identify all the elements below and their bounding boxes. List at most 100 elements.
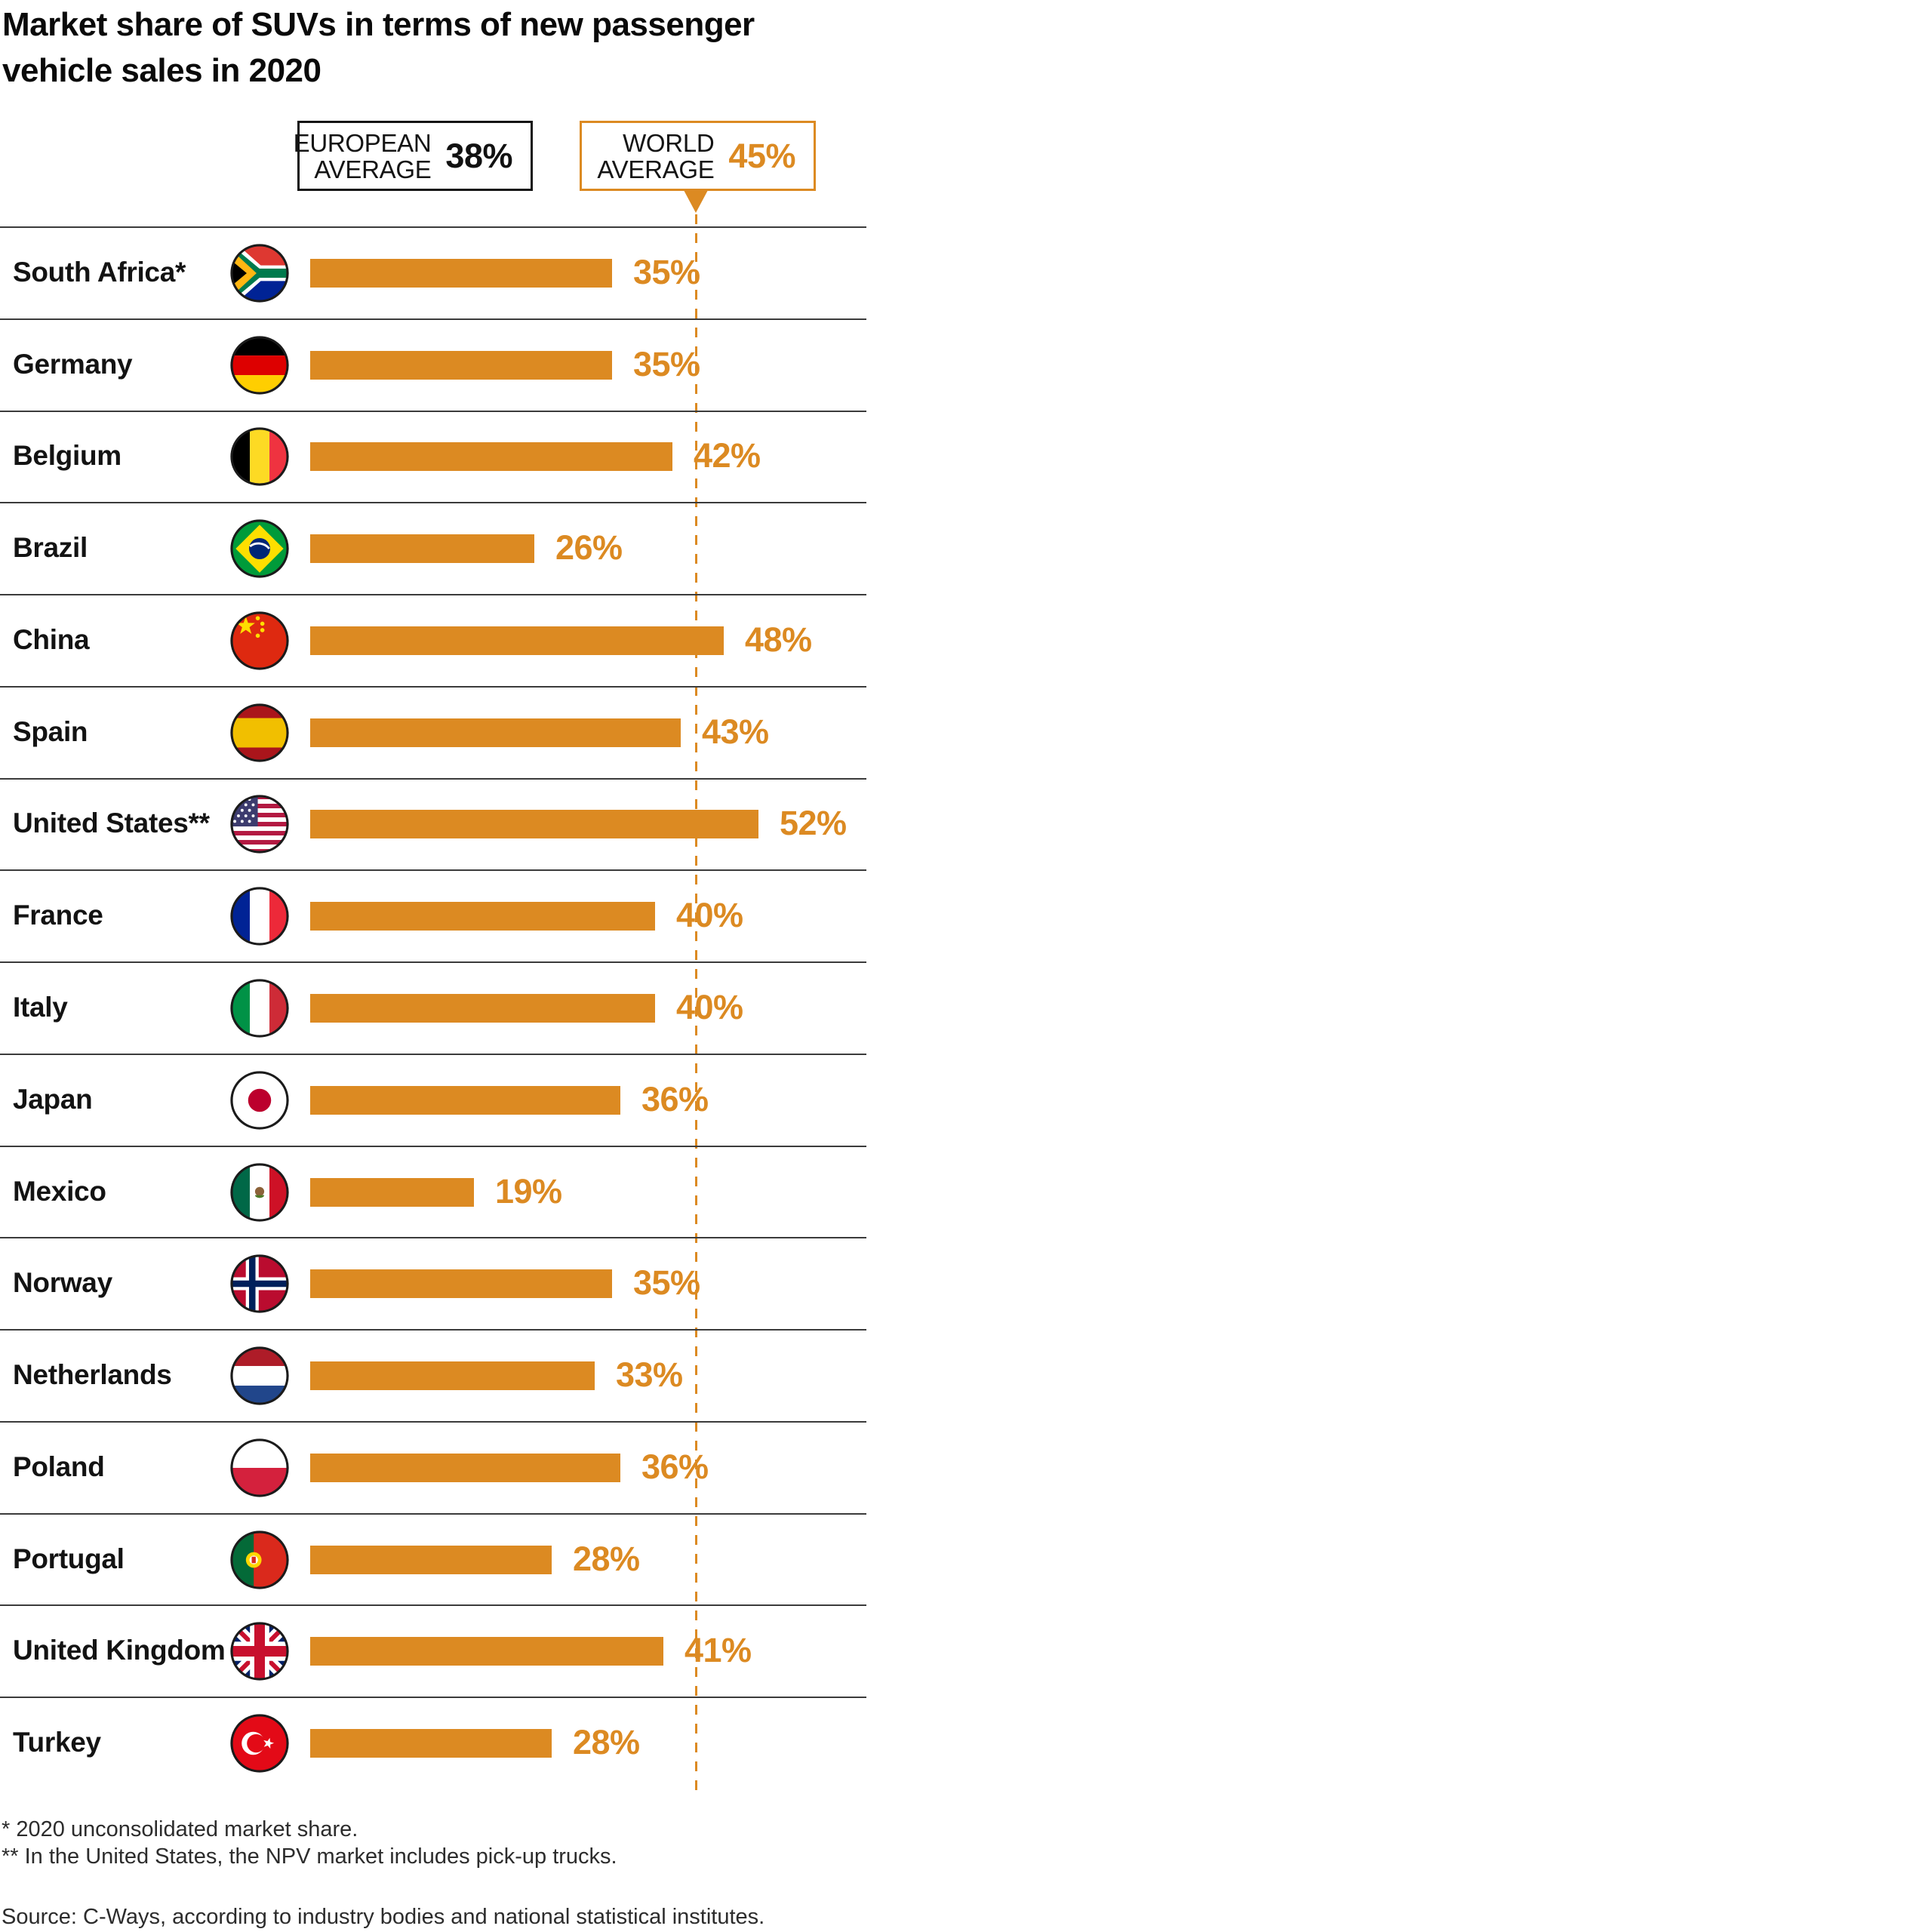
- world-average-pointer-triangle-icon: [684, 190, 708, 213]
- table-row: Norway 35%: [0, 1237, 866, 1329]
- value-label: 35%: [633, 344, 700, 383]
- table-row: Netherlands 33%: [0, 1329, 866, 1421]
- footnote-1: * 2020 unconsolidated market share.: [2, 1817, 358, 1841]
- european-average-label-line1: EUROPEAN: [293, 128, 432, 157]
- country-label: Brazil: [13, 532, 88, 564]
- value-label: 41%: [685, 1631, 752, 1670]
- table-row: South Africa* 35%: [0, 226, 866, 318]
- country-label: Turkey: [13, 1727, 101, 1758]
- country-label: Germany: [13, 348, 133, 380]
- value-label: 35%: [633, 252, 700, 291]
- world-average-box: WORLD AVERAGE 45%: [580, 121, 816, 191]
- france-flag-icon: [230, 887, 289, 946]
- value-label: 52%: [780, 804, 847, 843]
- market-share-bar: [310, 1085, 620, 1115]
- portugal-flag-icon: [230, 1530, 289, 1589]
- european-average-label-line2: AVERAGE: [314, 155, 432, 183]
- market-share-bar: [310, 1637, 663, 1666]
- world-average-label-line1: WORLD: [623, 128, 715, 157]
- country-label: Belgium: [13, 440, 122, 472]
- mexico-flag-icon: [230, 1162, 289, 1222]
- table-row: Belgium 42%: [0, 410, 866, 503]
- market-share-bar: [310, 718, 681, 747]
- table-row: Italy 40%: [0, 961, 866, 1054]
- brazil-flag-icon: [230, 519, 289, 578]
- value-label: 28%: [573, 1539, 640, 1578]
- country-label: China: [13, 624, 90, 656]
- country-label: Spain: [13, 715, 88, 747]
- table-row: Japan 36%: [0, 1053, 866, 1146]
- country-label: France: [13, 900, 103, 931]
- world-average-label: WORLD AVERAGE: [597, 130, 714, 183]
- market-share-bar: [310, 994, 655, 1023]
- european-average-value: 38%: [445, 136, 512, 175]
- market-share-bar: [310, 1361, 595, 1391]
- value-label: 48%: [745, 620, 812, 659]
- value-label: 26%: [555, 528, 623, 568]
- norway-flag-icon: [230, 1254, 289, 1313]
- table-row: Germany 35%: [0, 318, 866, 411]
- market-share-bar: [310, 1177, 474, 1207]
- footnote-2: ** In the United States, the NPV market …: [2, 1844, 617, 1869]
- country-label: United States**: [13, 808, 210, 839]
- market-share-bar: [310, 534, 534, 564]
- value-label: 43%: [702, 712, 769, 751]
- world-average-label-line2: AVERAGE: [597, 155, 715, 183]
- market-share-bar: [310, 350, 612, 380]
- table-row: United States** 52%: [0, 777, 866, 870]
- market-share-bar: [310, 442, 672, 472]
- value-label: 28%: [573, 1723, 640, 1762]
- world-average-value: 45%: [728, 136, 795, 175]
- table-row: Portugal 28%: [0, 1512, 866, 1605]
- market-share-bar: [310, 1453, 620, 1482]
- country-label: Netherlands: [13, 1359, 172, 1391]
- chart-title-line2: vehicle sales in 2020: [2, 52, 321, 89]
- market-share-bar: [310, 902, 655, 931]
- table-row: Poland 36%: [0, 1420, 866, 1513]
- country-label: Poland: [13, 1451, 105, 1482]
- country-label: South Africa*: [13, 257, 186, 288]
- source-note: Source: C-Ways, according to industry bo…: [2, 1905, 765, 1929]
- china-flag-icon: [230, 611, 289, 670]
- value-label: 33%: [616, 1355, 683, 1395]
- japan-flag-icon: [230, 1071, 289, 1130]
- spain-flag-icon: [230, 703, 289, 762]
- country-label: Italy: [13, 992, 68, 1023]
- table-row: Turkey 28%: [0, 1697, 866, 1789]
- value-label: 19%: [495, 1171, 562, 1211]
- table-row: Brazil 26%: [0, 502, 866, 594]
- market-share-bar: [310, 1729, 552, 1758]
- united-states-flag-icon: [230, 795, 289, 854]
- table-row: United Kingdom 41%: [0, 1604, 866, 1697]
- country-label: Portugal: [13, 1543, 125, 1574]
- united-kingdom-flag-icon: [230, 1622, 289, 1681]
- country-rows: South Africa* 35% Germany 35% Belgium 42…: [0, 226, 866, 1789]
- table-row: Spain 43%: [0, 685, 866, 778]
- value-label: 40%: [676, 987, 743, 1026]
- market-share-bar: [310, 1269, 612, 1299]
- turkey-flag-icon: [230, 1714, 289, 1773]
- table-row: France 40%: [0, 869, 866, 961]
- value-label: 40%: [676, 896, 743, 935]
- country-label: United Kingdom: [13, 1635, 226, 1666]
- italy-flag-icon: [230, 979, 289, 1038]
- south-africa-flag-icon: [230, 244, 289, 303]
- value-label: 35%: [633, 1263, 700, 1303]
- country-label: Mexico: [13, 1175, 106, 1207]
- chart-title-line1: Market share of SUVs in terms of new pas…: [2, 6, 755, 43]
- european-average-box: EUROPEAN AVERAGE 38%: [294, 121, 533, 191]
- netherlands-flag-icon: [230, 1346, 289, 1405]
- poland-flag-icon: [230, 1438, 289, 1497]
- european-average-label: EUROPEAN AVERAGE: [294, 130, 432, 183]
- market-share-bar: [310, 1545, 552, 1574]
- belgium-flag-icon: [230, 427, 289, 487]
- value-label: 36%: [641, 1447, 709, 1486]
- table-row: Mexico 19%: [0, 1145, 866, 1238]
- market-share-bar: [310, 810, 758, 839]
- world-average-reference-line: [695, 214, 697, 1790]
- chart-title: Market share of SUVs in terms of new pas…: [2, 2, 908, 94]
- country-label: Norway: [13, 1267, 112, 1299]
- footnotes: * 2020 unconsolidated market share. ** I…: [2, 1816, 617, 1870]
- value-label: 42%: [694, 436, 761, 475]
